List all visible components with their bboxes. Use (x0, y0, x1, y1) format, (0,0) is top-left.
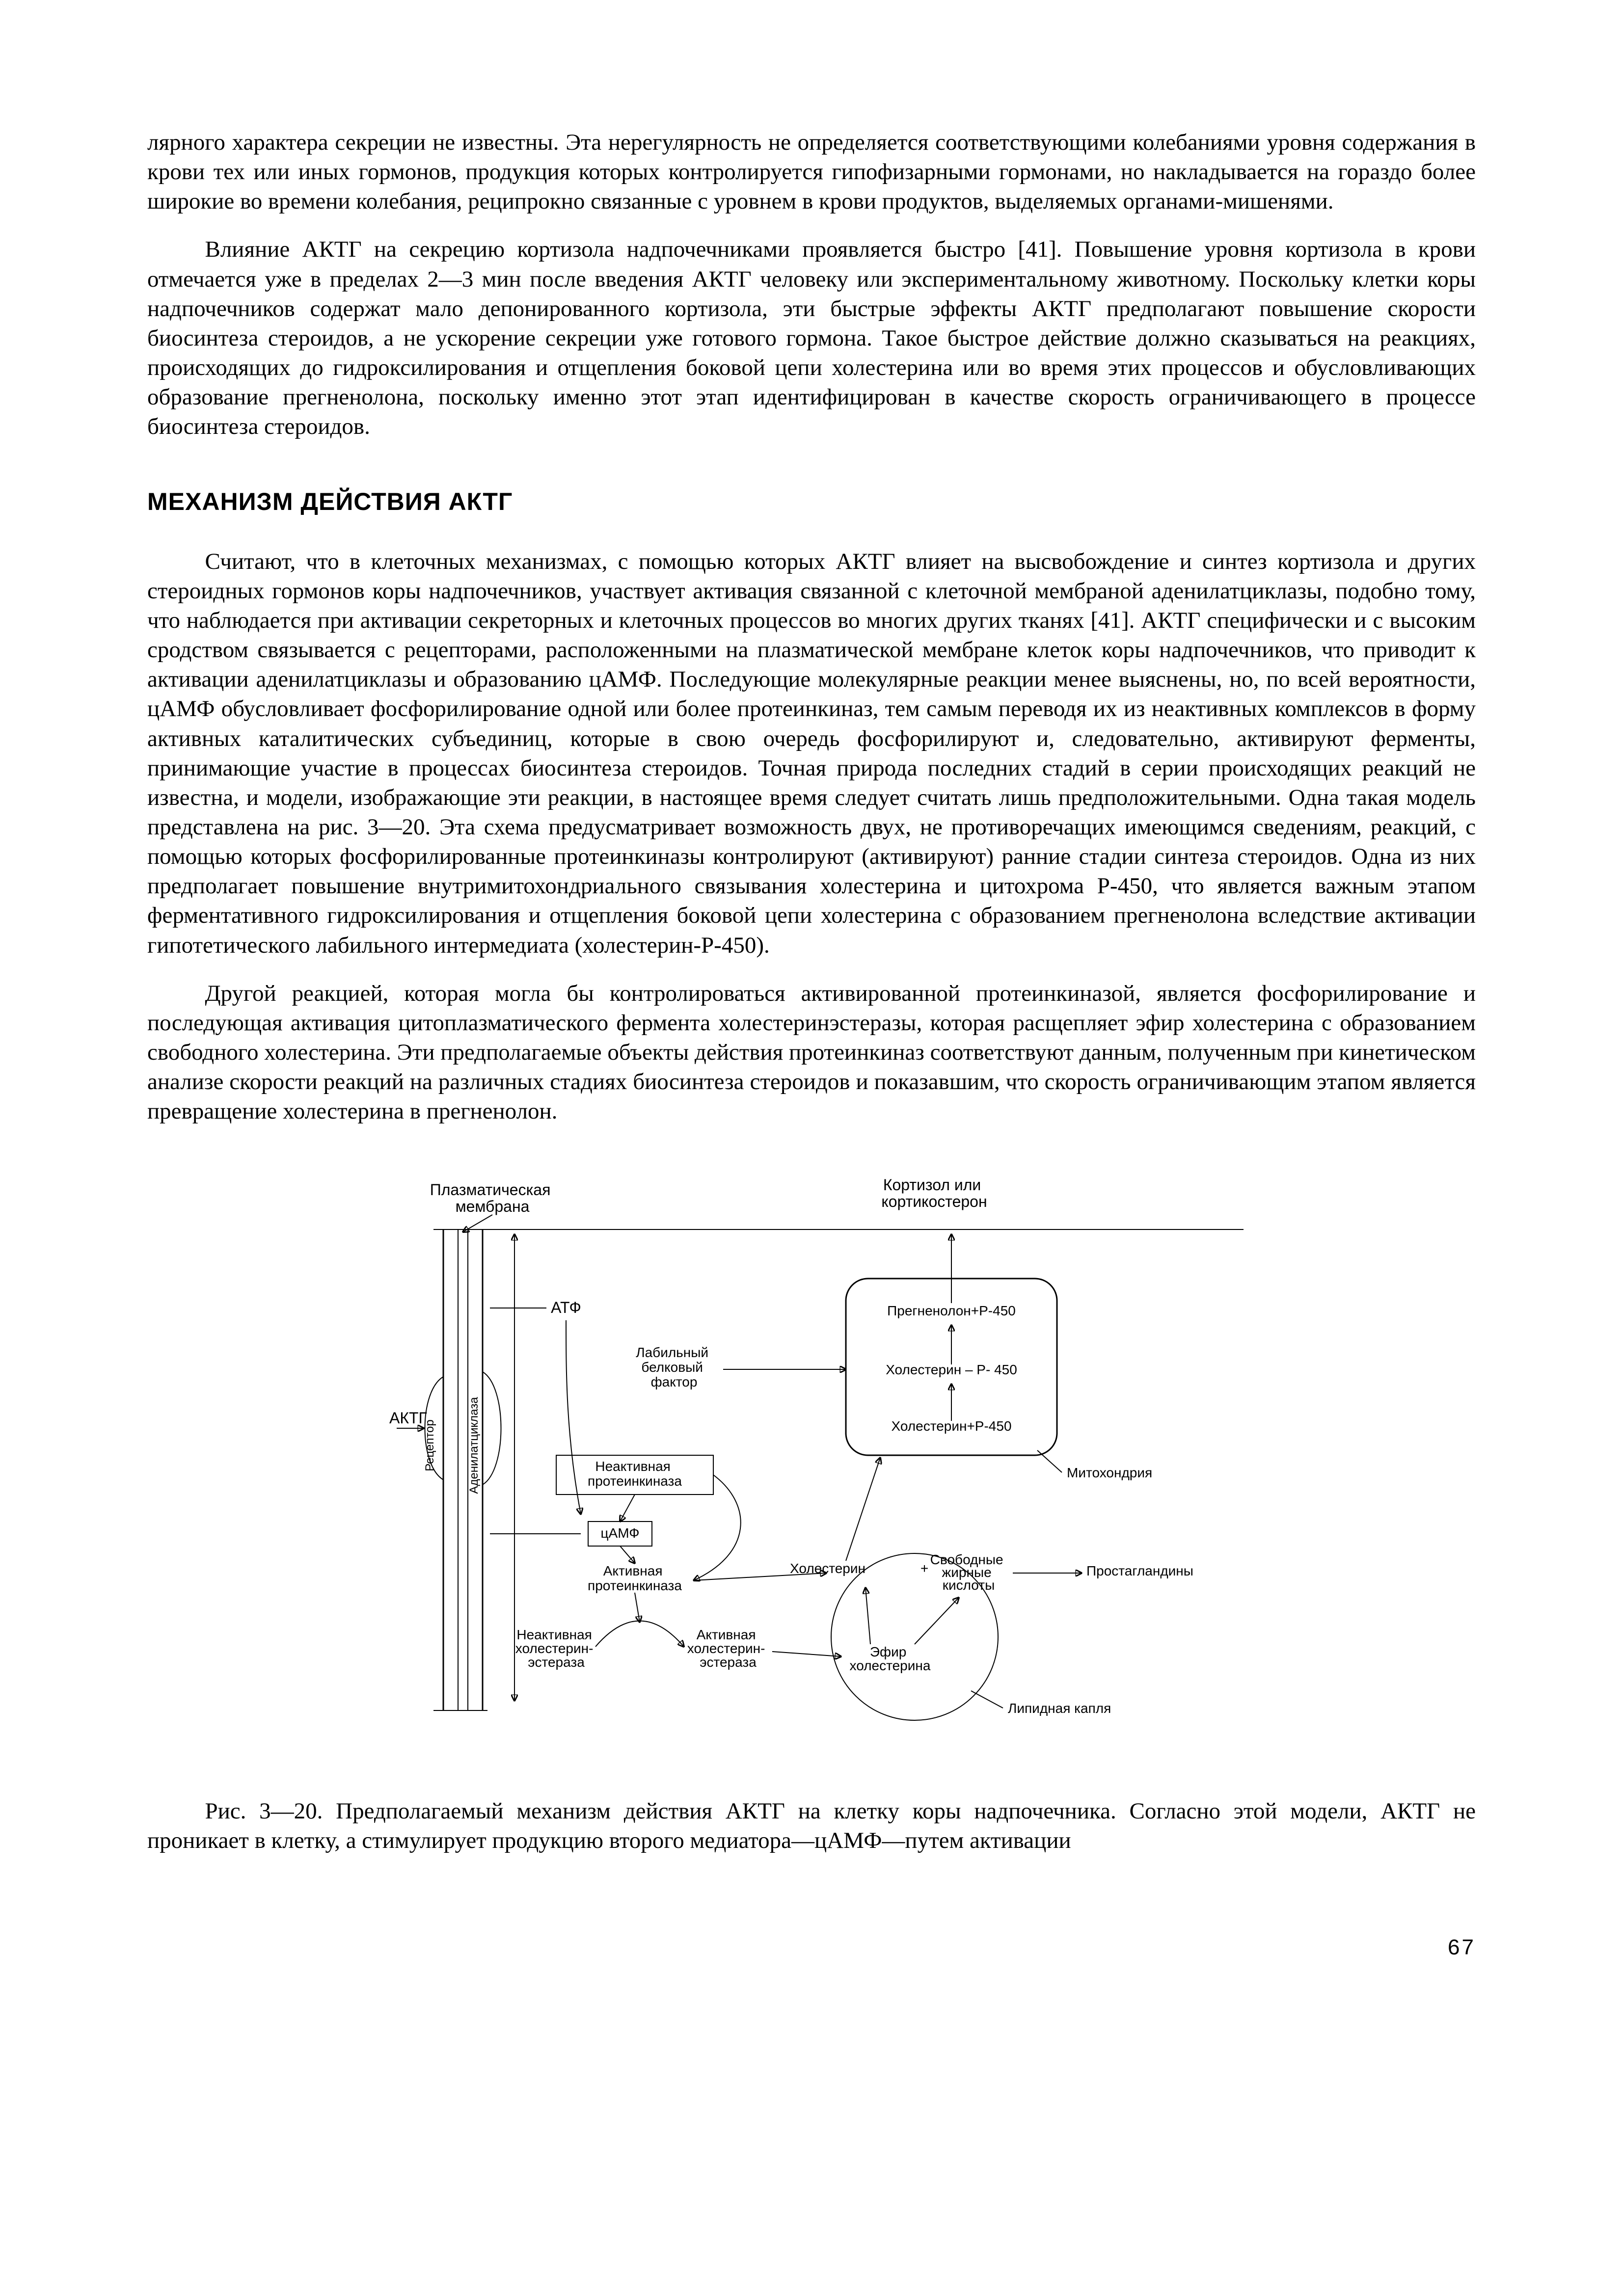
figure-caption: Рис. 3—20. Предполагаемый механизм дейст… (147, 1796, 1476, 1855)
label-mito-preg: Прегненолон+P-450 (887, 1303, 1016, 1318)
label-active-ce: Активная холестерин- эстераза (687, 1627, 769, 1670)
paragraph-2: Влияние АКТГ на секрецию кортизола надпо… (147, 235, 1476, 441)
label-membrane: Плазматическая мембрана (430, 1181, 555, 1215)
label-lipid-droplet: Липидная капля (1008, 1701, 1111, 1716)
figure-3-20: Плазматическая мембрана Рецептор Аденила… (370, 1161, 1253, 1757)
label-cortisol: Кортизол или кортикостерон (881, 1176, 987, 1210)
paragraph-1: лярного характера секреции не известны. … (147, 128, 1476, 216)
label-camp: цАМФ (600, 1525, 639, 1541)
label-prostaglandins: Простагландины (1086, 1563, 1193, 1578)
label-ester: Эфир холестерина (850, 1644, 931, 1673)
paragraph-3: Считают, что в клеточных механизмах, с п… (147, 547, 1476, 960)
label-aktg: АКТГ (389, 1409, 427, 1427)
label-adenylate-cyclase: Аденилатциклаза (467, 1396, 481, 1494)
label-mitochondrion: Митохондрия (1067, 1465, 1152, 1480)
label-labile-factor: Лабильный белковый фактор (636, 1345, 712, 1389)
figure-diagram: Плазматическая мембрана Рецептор Аденила… (370, 1161, 1253, 1750)
label-atp: АТФ (551, 1299, 581, 1316)
paragraph-4: Другой реакцией, которая могла бы контро… (147, 979, 1476, 1126)
label-cholesterol: Холестерин (790, 1561, 866, 1576)
section-heading: МЕХАНИЗМ ДЕЙСТВИЯ АКТГ (147, 486, 1476, 517)
label-ffa: Свободные жирные кислоты (930, 1552, 1007, 1593)
label-plus: + (920, 1561, 928, 1576)
label-receptor: Рецептор (423, 1419, 436, 1471)
label-active-pk: Активная протеинкиназа (588, 1563, 682, 1593)
label-inactive-pk: Неактивная протеинкиназа (588, 1459, 682, 1489)
page-number: 67 (147, 1934, 1476, 1961)
label-inactive-ce: Неактивная холестерин- эстераза (515, 1627, 597, 1670)
